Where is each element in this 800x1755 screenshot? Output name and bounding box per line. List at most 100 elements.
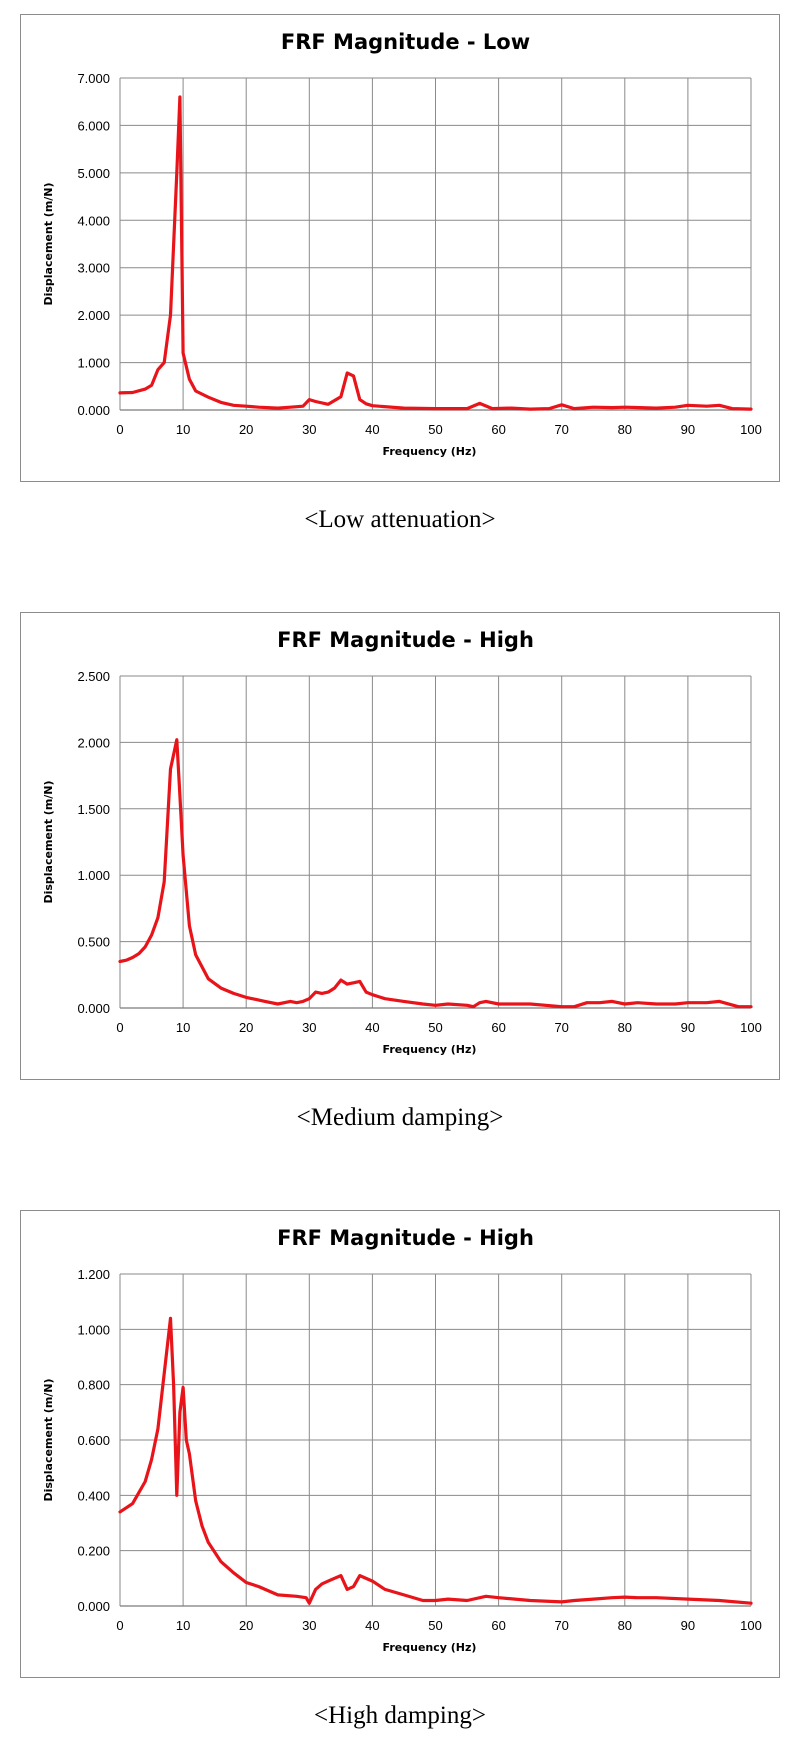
data-point bbox=[175, 738, 178, 741]
x-tick-label: 10 bbox=[176, 1618, 190, 1633]
data-point bbox=[478, 1001, 481, 1004]
y-axis-label: Displacement (m/N) bbox=[42, 1378, 55, 1501]
data-point bbox=[219, 986, 223, 990]
y-tick-label: 2.500 bbox=[77, 669, 110, 684]
data-point bbox=[175, 171, 178, 175]
y-axis-label: Displacement (m/N) bbox=[42, 182, 55, 305]
data-point bbox=[181, 1386, 185, 1389]
x-tick-label: 90 bbox=[681, 422, 695, 437]
y-tick-label: 0.000 bbox=[77, 403, 110, 418]
data-point bbox=[169, 313, 172, 317]
data-point bbox=[232, 992, 235, 995]
data-point bbox=[162, 1372, 166, 1375]
y-tick-label: 3.000 bbox=[77, 261, 110, 276]
data-point bbox=[144, 1480, 147, 1483]
x-axis-label: Frequency (Hz) bbox=[383, 1043, 477, 1056]
data-point bbox=[705, 405, 709, 408]
x-tick-label: 30 bbox=[302, 1020, 316, 1035]
data-point bbox=[144, 387, 147, 391]
data-point bbox=[718, 1000, 721, 1003]
y-tick-label: 1.000 bbox=[77, 356, 110, 371]
data-point bbox=[169, 1317, 172, 1320]
data-point bbox=[610, 1596, 614, 1599]
data-point bbox=[434, 407, 437, 410]
chart-low: FRF Magnitude - Low 0 10 20 30 40 50 60 70 80 90 10… bbox=[42, 30, 762, 458]
data-point bbox=[188, 1452, 191, 1456]
data-point bbox=[118, 960, 122, 963]
data-point bbox=[465, 1004, 469, 1007]
x-tick-label: 80 bbox=[618, 1618, 632, 1633]
x-tick-label: 40 bbox=[365, 422, 379, 437]
data-point bbox=[131, 1502, 134, 1505]
data-point bbox=[345, 982, 349, 986]
chart-title: FRF Magnitude - Low bbox=[281, 30, 530, 54]
data-point bbox=[484, 1000, 488, 1003]
data-point bbox=[352, 981, 355, 984]
data-point bbox=[592, 1597, 595, 1601]
chart-title: FRF Magnitude - High bbox=[277, 628, 534, 652]
data-point bbox=[497, 1596, 500, 1599]
x-tick-label: 60 bbox=[491, 1020, 505, 1035]
y-tick-label: 0.400 bbox=[77, 1488, 110, 1503]
data-point bbox=[194, 953, 197, 957]
data-point bbox=[320, 1582, 324, 1586]
data-point bbox=[749, 407, 753, 411]
data-point bbox=[207, 977, 210, 980]
data-point bbox=[674, 1002, 677, 1006]
data-point bbox=[472, 1005, 475, 1008]
x-tick-label: 50 bbox=[428, 1618, 442, 1633]
data-point bbox=[446, 1002, 450, 1006]
x-tick-label: 80 bbox=[618, 1020, 632, 1035]
data-point bbox=[718, 404, 721, 407]
data-point bbox=[150, 933, 153, 937]
data-point bbox=[219, 1560, 223, 1563]
data-point bbox=[484, 1595, 488, 1598]
data-point bbox=[308, 997, 311, 1000]
chart-panel-medium: FRF Magnitude - High 0 10 20 30 40 50 60 70 80 90 1… bbox=[20, 612, 780, 1080]
data-point bbox=[573, 1005, 576, 1008]
data-point bbox=[219, 401, 223, 404]
data-point bbox=[655, 406, 658, 410]
x-tick-label: 100 bbox=[740, 1020, 762, 1035]
y-axis-label: Displacement (m/N) bbox=[42, 780, 55, 903]
data-point bbox=[573, 407, 576, 410]
data-point bbox=[257, 405, 261, 409]
data-point bbox=[232, 1571, 235, 1574]
y-tick-label: 1.000 bbox=[77, 868, 110, 883]
data-point bbox=[156, 368, 160, 371]
series-points bbox=[118, 1317, 753, 1605]
data-point bbox=[289, 1000, 292, 1003]
x-tick-label: 100 bbox=[740, 422, 762, 437]
data-point bbox=[131, 956, 134, 959]
data-point bbox=[144, 945, 147, 949]
x-tick-label: 20 bbox=[239, 422, 253, 437]
data-point bbox=[175, 1494, 178, 1497]
data-point bbox=[301, 405, 305, 408]
data-point bbox=[181, 854, 185, 857]
data-point bbox=[421, 1002, 425, 1006]
x-tick-label: 80 bbox=[618, 422, 632, 437]
data-point bbox=[623, 1002, 626, 1006]
x-tick-label: 10 bbox=[176, 422, 190, 437]
data-point bbox=[352, 374, 355, 378]
data-point bbox=[339, 395, 343, 398]
data-point bbox=[636, 1001, 639, 1004]
data-point bbox=[188, 924, 191, 927]
series-line bbox=[118, 1316, 753, 1605]
data-point bbox=[528, 407, 532, 411]
data-point bbox=[169, 767, 172, 771]
data-point bbox=[131, 391, 134, 394]
data-point bbox=[478, 402, 481, 405]
data-point bbox=[560, 403, 563, 406]
chart-high: FRF Magnitude - High 0 10 20 30 40 50 60 70 80 90 1… bbox=[42, 1226, 762, 1654]
data-point bbox=[339, 978, 343, 982]
data-point bbox=[364, 402, 368, 406]
data-point bbox=[232, 404, 235, 407]
data-point bbox=[749, 1005, 753, 1008]
x-tick-label: 20 bbox=[239, 1618, 253, 1633]
data-point bbox=[345, 371, 349, 375]
y-tick-label: 0.800 bbox=[77, 1378, 110, 1393]
data-point bbox=[276, 1593, 279, 1597]
data-point bbox=[434, 1004, 437, 1007]
x-tick-label: 90 bbox=[681, 1618, 695, 1633]
